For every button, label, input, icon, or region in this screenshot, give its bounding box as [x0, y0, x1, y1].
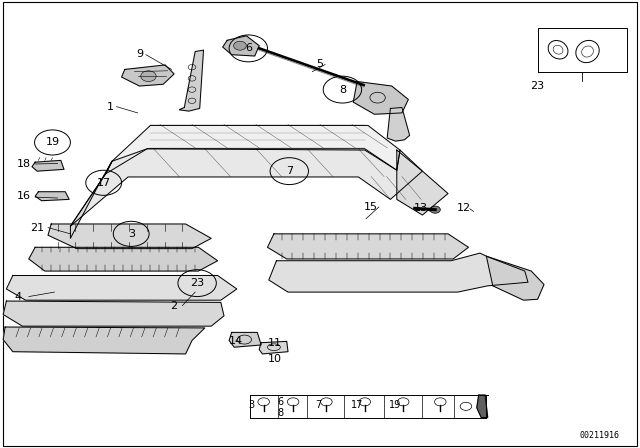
Text: 8: 8	[277, 408, 284, 418]
Polygon shape	[70, 161, 112, 238]
Polygon shape	[3, 301, 224, 326]
Text: 13: 13	[414, 203, 428, 213]
Polygon shape	[486, 256, 544, 300]
Text: 8: 8	[339, 85, 346, 95]
Polygon shape	[122, 65, 174, 86]
Polygon shape	[48, 224, 211, 249]
Text: 1: 1	[107, 102, 113, 112]
Polygon shape	[6, 276, 237, 300]
Polygon shape	[70, 149, 422, 226]
Polygon shape	[179, 50, 204, 111]
Circle shape	[234, 41, 246, 50]
Polygon shape	[223, 36, 259, 56]
Text: 00211916: 00211916	[580, 431, 620, 440]
Polygon shape	[269, 253, 528, 292]
Text: 6: 6	[277, 397, 284, 407]
Polygon shape	[229, 332, 261, 347]
Polygon shape	[3, 327, 205, 354]
Polygon shape	[35, 192, 69, 201]
Text: 19: 19	[45, 138, 60, 147]
Text: 12: 12	[457, 203, 471, 213]
Text: 21: 21	[30, 223, 44, 233]
Polygon shape	[259, 341, 288, 354]
Polygon shape	[106, 125, 400, 174]
Polygon shape	[397, 150, 448, 215]
Circle shape	[141, 71, 156, 82]
Text: 7: 7	[316, 401, 322, 410]
Polygon shape	[387, 108, 410, 141]
Text: 2: 2	[170, 301, 178, 310]
Text: 7: 7	[285, 166, 293, 176]
Text: 4: 4	[14, 292, 22, 302]
Text: 5: 5	[317, 59, 323, 69]
Polygon shape	[477, 395, 488, 418]
Text: 23: 23	[190, 278, 204, 288]
Text: 16: 16	[17, 191, 31, 201]
Text: 9: 9	[136, 49, 143, 59]
Polygon shape	[29, 247, 218, 271]
Text: 11: 11	[268, 338, 282, 348]
Text: 3: 3	[128, 229, 134, 239]
Text: 17: 17	[97, 178, 111, 188]
Text: 10: 10	[268, 354, 282, 364]
Polygon shape	[32, 160, 64, 171]
Text: 18: 18	[17, 159, 31, 168]
Text: 14: 14	[228, 336, 243, 346]
Text: 23: 23	[531, 81, 545, 91]
Text: 6: 6	[245, 43, 252, 53]
Text: 15: 15	[364, 202, 378, 212]
Polygon shape	[268, 234, 468, 259]
Text: 19: 19	[389, 401, 402, 410]
Text: 3: 3	[248, 401, 254, 410]
Circle shape	[430, 206, 440, 213]
Polygon shape	[353, 82, 408, 114]
Text: 17: 17	[351, 401, 364, 410]
